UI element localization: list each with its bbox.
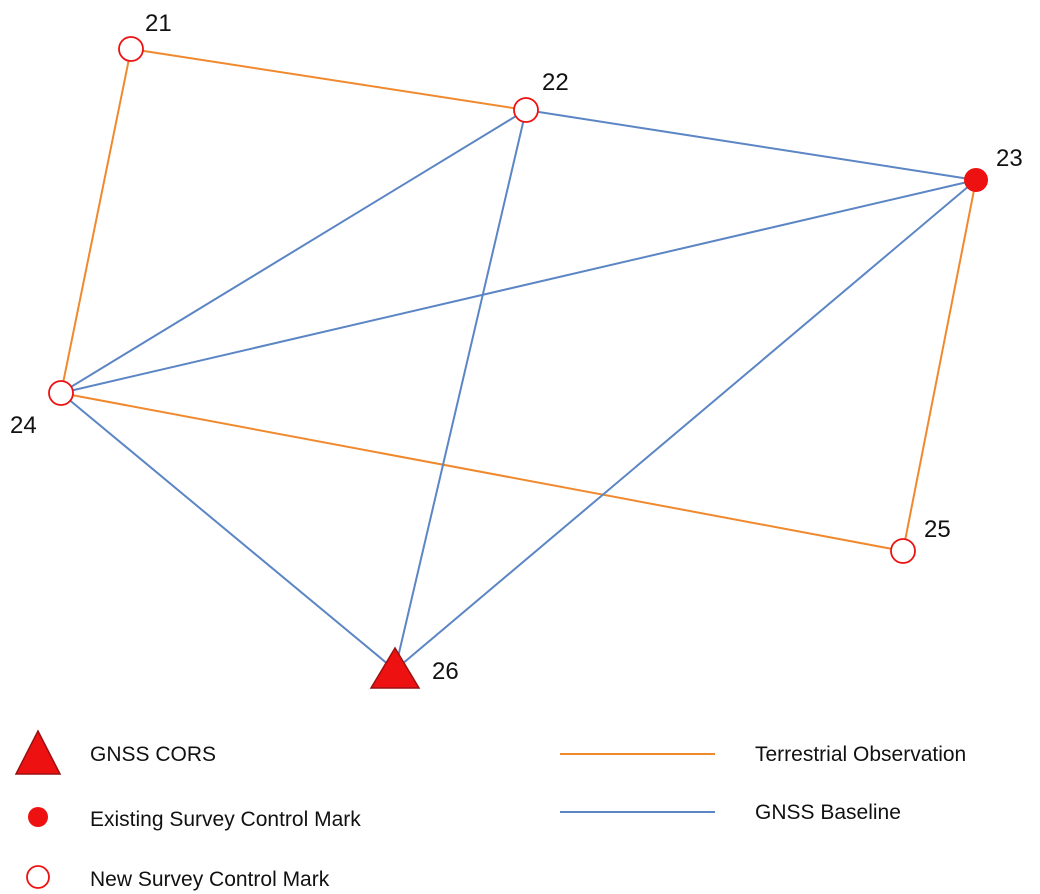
- legend-item-existing-mark: Existing Survey Control Mark: [28, 807, 361, 831]
- new-survey-mark-22: [513, 97, 539, 123]
- gnss-baseline-22-26: [394, 109, 527, 671]
- new-survey-mark-25: [890, 538, 916, 564]
- gnss-baseline-23-26: [394, 179, 977, 671]
- gnss-baseline-22-23: [525, 109, 977, 181]
- node-label-22: 22: [542, 69, 569, 96]
- legend-item-gnss-baseline: GNSS Baseline: [560, 801, 901, 824]
- legend-label-existing-mark: Existing Survey Control Mark: [90, 808, 361, 831]
- legend: GNSS CORS Existing Survey Control Mark N…: [14, 729, 966, 891]
- node-label-26: 26: [432, 658, 459, 685]
- gnss-baseline-22-24: [60, 109, 527, 394]
- network-edges: [60, 48, 977, 671]
- new-survey-mark-21: [118, 36, 144, 62]
- gnss-cors-triangle-icon: [14, 729, 62, 775]
- network-node-labels: 21 22 23 24 25 26: [10, 10, 1023, 685]
- legend-item-gnss-cors: GNSS CORS: [14, 729, 216, 775]
- legend-label-terrestrial: Terrestrial Observation: [755, 743, 966, 766]
- existing-survey-mark-23: [964, 168, 988, 192]
- terrestrial-observation-24-25: [60, 392, 904, 552]
- legend-label-gnss-baseline: GNSS Baseline: [755, 801, 901, 824]
- legend-label-gnss-cors: GNSS CORS: [90, 743, 216, 766]
- legend-label-new-mark: New Survey Control Mark: [90, 868, 330, 891]
- gnss-baseline-24-26: [60, 392, 396, 671]
- gnss-cors-26: [369, 646, 421, 689]
- legend-item-new-mark: New Survey Control Mark: [26, 865, 330, 891]
- terrestrial-observation-23-25: [902, 179, 977, 552]
- node-label-25: 25: [924, 516, 951, 543]
- existing-mark-dot-icon: [28, 807, 48, 827]
- node-label-23: 23: [996, 145, 1023, 172]
- new-survey-mark-24: [48, 380, 74, 406]
- legend-item-terrestrial: Terrestrial Observation: [560, 743, 966, 766]
- node-label-24: 24: [10, 412, 37, 439]
- terrestrial-observation-21-24: [60, 48, 132, 394]
- network-nodes: [48, 36, 988, 689]
- new-mark-circle-icon: [26, 865, 50, 889]
- node-label-21: 21: [145, 10, 172, 37]
- gnss-baseline-23-24: [60, 179, 977, 394]
- terrestrial-observation-21-22: [130, 48, 527, 111]
